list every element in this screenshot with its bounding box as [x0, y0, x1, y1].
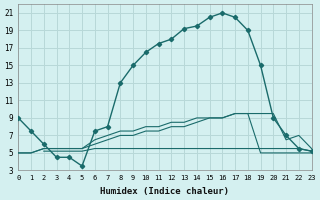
X-axis label: Humidex (Indice chaleur): Humidex (Indice chaleur)	[100, 187, 229, 196]
